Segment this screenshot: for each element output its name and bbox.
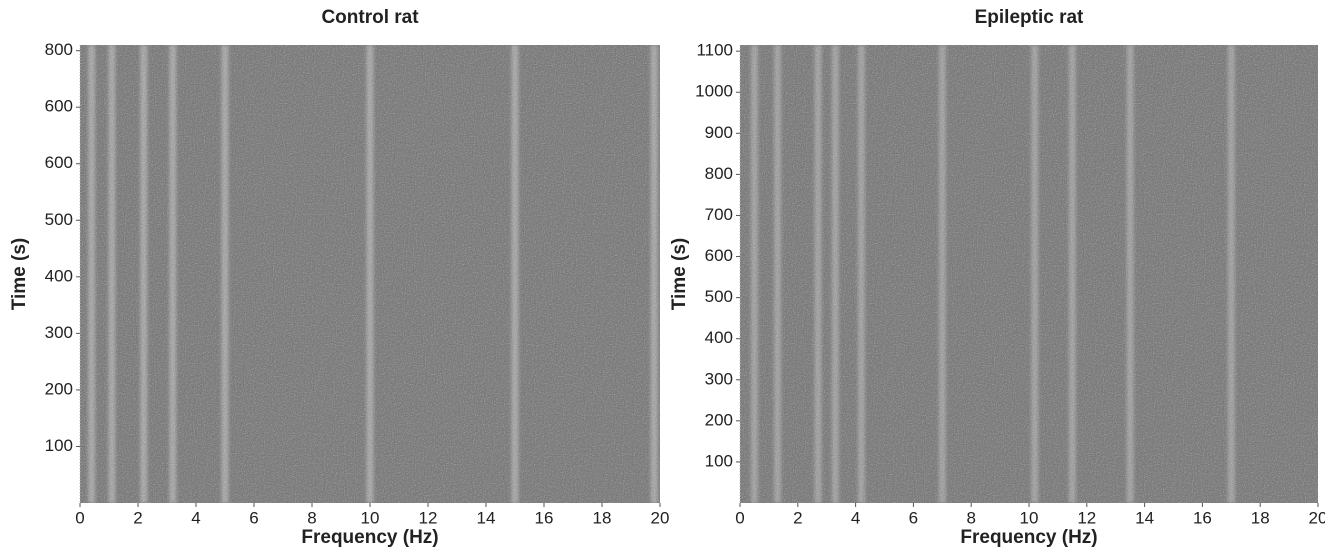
ridges	[750, 45, 1235, 503]
y-axis-title: Time (s)	[9, 238, 30, 311]
x-tick-label: 10	[361, 508, 380, 527]
x-axis-title: Frequency (Hz)	[960, 527, 1097, 548]
y-tick-label: 400	[705, 328, 733, 347]
y-axis-title: Time (s)	[669, 238, 690, 311]
y-tick-label: 300	[45, 323, 73, 342]
x-tick-label: 4	[191, 508, 200, 527]
x-tick-label: 0	[735, 508, 744, 527]
chart-title: Control rat	[321, 7, 419, 28]
x-tick-label: 0	[75, 508, 84, 527]
x-tick-label: 10	[1020, 508, 1039, 527]
x-tick-label: 18	[593, 508, 612, 527]
spectrogram	[740, 45, 1318, 503]
x-tick-label: 4	[851, 508, 860, 527]
y-tick-label: 400	[45, 266, 73, 285]
spectrogram	[80, 45, 660, 503]
x-tick-label: 2	[793, 508, 802, 527]
x-tick-label: 12	[419, 508, 438, 527]
x-tick-label: 14	[477, 508, 496, 527]
y-tick-label: 600	[45, 97, 73, 116]
y-tick-label: 500	[705, 287, 733, 306]
x-tick-label: 6	[249, 508, 258, 527]
x-tick-label: 8	[307, 508, 316, 527]
y-tick-label: 1000	[695, 82, 733, 101]
x-axis-title: Frequency (Hz)	[301, 527, 438, 548]
x-tick-label: 14	[1135, 508, 1154, 527]
y-tick-label: 900	[705, 123, 733, 142]
ridges	[88, 45, 658, 503]
y-tick-label: 1100	[696, 41, 733, 60]
y-tick-label: 800	[45, 40, 73, 59]
x-tick-label: 16	[535, 508, 554, 527]
y-tick-label: 600	[45, 153, 73, 172]
x-tick-label: 8	[966, 508, 975, 527]
y-tick-label: 700	[705, 205, 733, 224]
x-tick-label: 20	[1309, 508, 1325, 527]
x-tick-label: 16	[1193, 508, 1212, 527]
x-tick-label: 18	[1251, 508, 1270, 527]
y-tick-label: 100	[705, 451, 733, 470]
y-tick-label: 500	[45, 210, 73, 229]
y-tick-label: 800	[705, 164, 733, 183]
y-tick-label: 300	[705, 369, 733, 388]
y-tick-label: 100	[45, 436, 73, 455]
x-tick-label: 20	[651, 508, 670, 527]
x-tick-label: 12	[1077, 508, 1096, 527]
y-tick-label: 600	[705, 246, 733, 265]
chart-title: Epileptic rat	[975, 7, 1084, 28]
x-tick-label: 2	[133, 508, 142, 527]
x-tick-label: 6	[909, 508, 918, 527]
y-tick-label: 200	[705, 410, 733, 429]
y-tick-label: 200	[45, 379, 73, 398]
